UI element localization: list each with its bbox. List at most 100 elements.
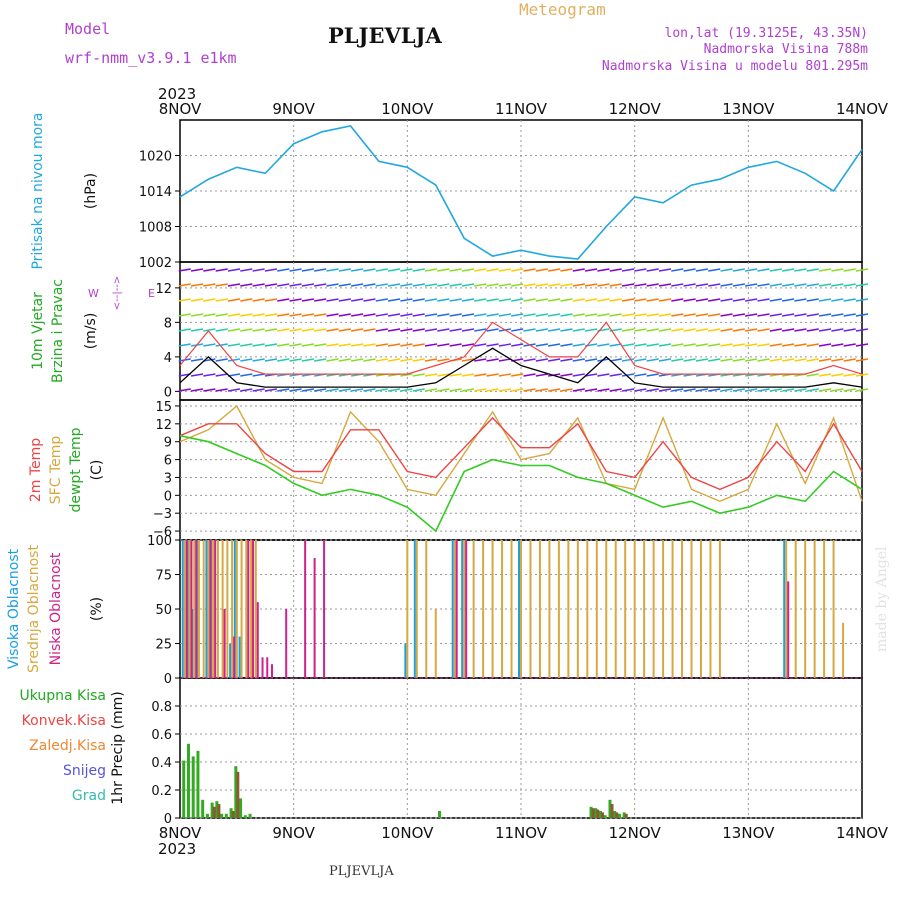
- cloud-bar: [787, 581, 790, 678]
- cloud-bar: [451, 540, 454, 678]
- wind-barb: [818, 298, 832, 302]
- wind-barb: [548, 343, 561, 347]
- y-tick-label: 50: [155, 603, 172, 618]
- wind-barb: [474, 358, 487, 362]
- wind-barb: [671, 268, 684, 272]
- cloud-bar: [185, 540, 188, 678]
- wind-barb: [301, 328, 314, 332]
- wind-barb: [609, 373, 622, 377]
- wind-barb: [855, 328, 869, 332]
- wind-barb: [338, 343, 351, 347]
- wind-barb: [437, 313, 450, 317]
- wind-barb: [769, 358, 782, 362]
- wind-barb: [671, 313, 684, 317]
- wind-barb: [658, 313, 672, 317]
- wind-barb: [621, 283, 635, 287]
- wind-barb: [634, 298, 647, 302]
- wind-barb: [683, 388, 696, 392]
- wind-barb: [474, 328, 487, 332]
- wind-barb: [634, 388, 647, 392]
- precip-bar: [205, 813, 209, 818]
- precip-unit-label: 1hr Precip (mm): [110, 691, 126, 804]
- wind-barb: [203, 313, 216, 317]
- wind-barb: [560, 358, 573, 362]
- wind-barb: [289, 313, 302, 317]
- wind-barb: [523, 268, 536, 272]
- wind-barb: [757, 298, 770, 302]
- x-tick-label-bottom: 14NOV: [836, 824, 889, 842]
- wind-barb: [671, 283, 684, 287]
- wind-barb: [683, 358, 696, 362]
- wind-barb: [732, 283, 745, 287]
- wind-barb: [745, 283, 758, 287]
- cloud-bar: [455, 540, 458, 678]
- wind-barb: [646, 313, 659, 317]
- wind-barb: [782, 313, 795, 317]
- wind-barb: [375, 268, 388, 272]
- wind-barb: [597, 283, 610, 287]
- precip-legend-3: Snijeg: [63, 763, 106, 779]
- wind-barb: [387, 388, 401, 392]
- cloud-bar: [586, 540, 589, 678]
- wind-barb: [387, 268, 401, 272]
- mid-cloud-label: Srednja Oblacnost: [26, 545, 42, 673]
- wind-barb: [412, 313, 425, 317]
- wind-barb: [486, 283, 499, 287]
- wind-barb: [486, 328, 499, 332]
- wind-barb: [190, 358, 204, 362]
- wind-barb: [708, 328, 721, 332]
- cloud-bar: [709, 540, 712, 678]
- station-title: PLJEVLJA: [328, 23, 442, 48]
- pressure-panel-label: Pritisak na nivou mora: [30, 112, 46, 269]
- wind-barb: [227, 313, 241, 317]
- wind-barb: [400, 358, 413, 362]
- y-tick-label: −6: [153, 525, 172, 540]
- product-title: Meteogram: [519, 0, 606, 19]
- wind-barb: [843, 328, 856, 332]
- wind-barb: [683, 298, 696, 302]
- wind-barb: [548, 313, 561, 317]
- wind-barb: [498, 343, 512, 347]
- wind-barb: [227, 268, 241, 272]
- wind-barb: [424, 283, 438, 287]
- wind-barb: [424, 328, 438, 332]
- cloud-bar: [529, 540, 532, 678]
- wind-barb: [806, 283, 819, 287]
- wind-barb: [190, 373, 204, 377]
- x-tick-label-bottom: 12NOV: [609, 824, 662, 842]
- wind-barb: [597, 343, 610, 347]
- wind-barb: [338, 358, 351, 362]
- wind-barb: [240, 298, 253, 302]
- wind-barb: [511, 328, 524, 332]
- precip-bar: [239, 798, 243, 818]
- wind-barb: [683, 313, 696, 317]
- wind-barb: [314, 343, 327, 347]
- wind-barb: [634, 283, 647, 287]
- wind-barb: [511, 343, 524, 347]
- wind-barb: [818, 283, 832, 287]
- x-tick-label-top: 14NOV: [836, 100, 889, 118]
- wind-barb: [794, 283, 807, 287]
- wind-barb: [548, 268, 561, 272]
- wind-barb: [511, 373, 524, 377]
- wind-barb: [855, 283, 869, 287]
- wind-barb: [449, 313, 462, 317]
- cloud-bar: [209, 540, 212, 678]
- wind-barb: [301, 388, 314, 392]
- wind-barb: [351, 298, 364, 302]
- wind-barb: [486, 298, 499, 302]
- wind-barb: [264, 313, 278, 317]
- cloud-bar: [681, 540, 684, 678]
- wind-barb: [240, 283, 253, 287]
- cloud-bar: [256, 602, 259, 678]
- wind-barb: [671, 358, 684, 362]
- wind-barb: [732, 313, 745, 317]
- wind-barb: [314, 268, 327, 272]
- wind-barb: [240, 388, 253, 392]
- cloud-bar: [205, 540, 208, 678]
- wind-barb: [782, 328, 795, 332]
- cloud-bar: [245, 540, 248, 678]
- cloud-bar: [214, 540, 217, 678]
- precip-bar: [210, 802, 214, 818]
- sfc-temp-label: SFC Temp: [48, 436, 64, 505]
